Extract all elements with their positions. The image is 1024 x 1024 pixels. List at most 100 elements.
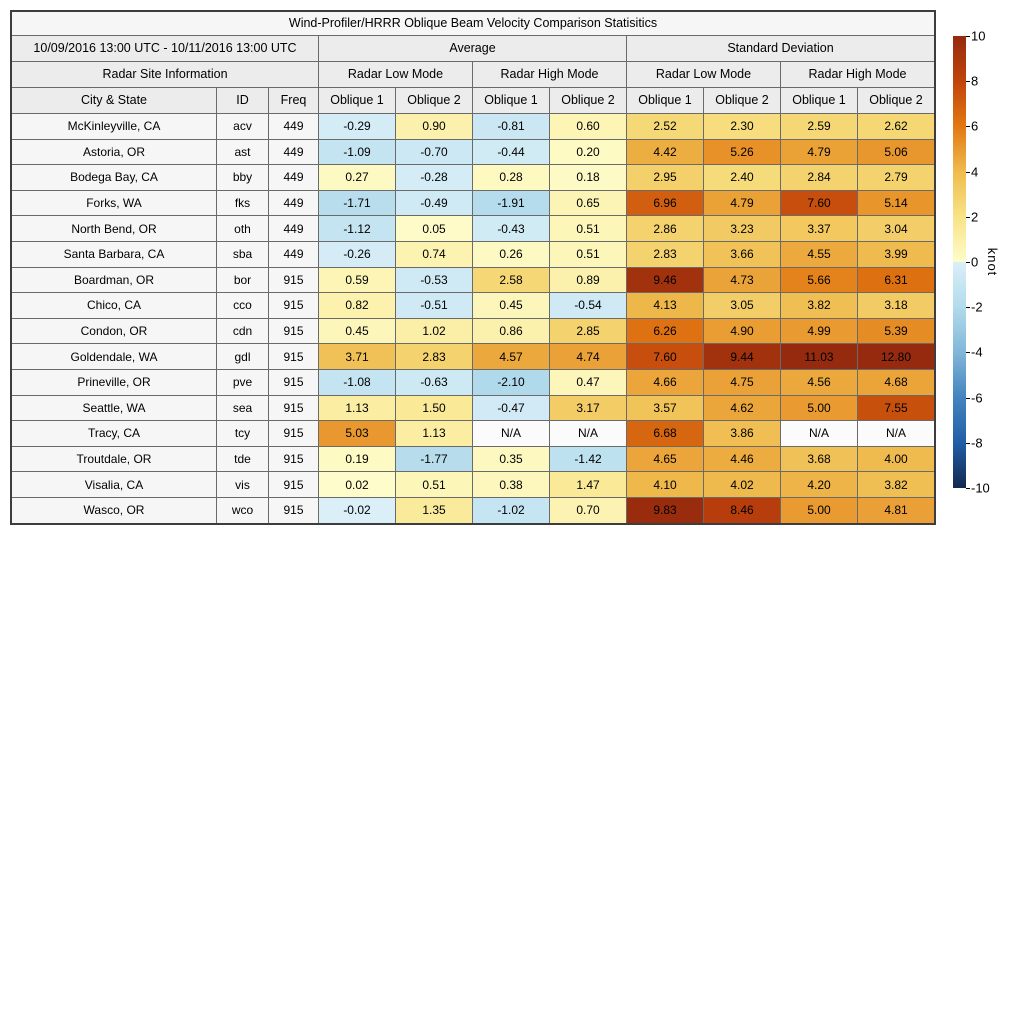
value-cell: 0.86 xyxy=(473,319,549,344)
value-cell: 1.13 xyxy=(396,421,472,446)
value-cell: 0.20 xyxy=(550,140,626,165)
freq-cell: 915 xyxy=(269,472,318,497)
value-cell: 2.84 xyxy=(781,165,857,190)
colorbar-tick-label: -6 xyxy=(971,391,983,404)
city-cell: Bodega Bay, CA xyxy=(12,165,216,190)
value-cell: -0.54 xyxy=(550,293,626,318)
value-cell: 0.19 xyxy=(319,447,395,472)
value-cell: 2.62 xyxy=(858,114,934,139)
colorbar-tick xyxy=(966,443,970,444)
freq-cell: 915 xyxy=(269,319,318,344)
column-header-oblique: Oblique 2 xyxy=(550,88,626,113)
value-cell: 3.57 xyxy=(627,396,703,421)
value-cell: -0.28 xyxy=(396,165,472,190)
value-cell: 12.80 xyxy=(858,344,934,369)
freq-cell: 449 xyxy=(269,165,318,190)
colorbar-tick-label: 8 xyxy=(971,75,978,88)
city-cell: Tracy, CA xyxy=(12,421,216,446)
freq-cell: 449 xyxy=(269,140,318,165)
id-cell: acv xyxy=(217,114,268,139)
value-cell: 0.60 xyxy=(550,114,626,139)
id-cell: wco xyxy=(217,498,268,523)
value-cell: 5.06 xyxy=(858,140,934,165)
value-cell: -0.47 xyxy=(473,396,549,421)
colorbar-tick xyxy=(966,398,970,399)
id-cell: bor xyxy=(217,268,268,293)
freq-cell: 915 xyxy=(269,268,318,293)
id-cell: sea xyxy=(217,396,268,421)
city-cell: Santa Barbara, CA xyxy=(12,242,216,267)
value-cell: 4.20 xyxy=(781,472,857,497)
city-cell: Seattle, WA xyxy=(12,396,216,421)
city-cell: Forks, WA xyxy=(12,191,216,216)
value-cell: -0.44 xyxy=(473,140,549,165)
value-cell: 2.40 xyxy=(704,165,780,190)
colorbar-tick xyxy=(966,172,970,173)
value-cell: 9.83 xyxy=(627,498,703,523)
value-cell: 0.89 xyxy=(550,268,626,293)
colorbar-tick xyxy=(966,352,970,353)
colorbar-tick-label: -2 xyxy=(971,301,983,314)
value-cell: 4.62 xyxy=(704,396,780,421)
column-header-city: City & State xyxy=(12,88,216,113)
value-cell: -0.29 xyxy=(319,114,395,139)
value-cell: 1.47 xyxy=(550,472,626,497)
value-cell: 4.66 xyxy=(627,370,703,395)
value-cell: 1.02 xyxy=(396,319,472,344)
value-cell: 4.00 xyxy=(858,447,934,472)
value-cell: 4.10 xyxy=(627,472,703,497)
value-cell: 0.26 xyxy=(473,242,549,267)
value-cell: 0.38 xyxy=(473,472,549,497)
colorbar-tick xyxy=(966,262,970,263)
value-cell: 2.52 xyxy=(627,114,703,139)
value-cell: 4.79 xyxy=(781,140,857,165)
value-cell: 4.65 xyxy=(627,447,703,472)
std-deviation-group-header: Standard Deviation xyxy=(627,36,934,61)
freq-cell: 915 xyxy=(269,447,318,472)
city-cell: Visalia, CA xyxy=(12,472,216,497)
value-cell: 5.00 xyxy=(781,498,857,523)
value-cell: -0.26 xyxy=(319,242,395,267)
value-cell: 4.74 xyxy=(550,344,626,369)
value-cell: 3.23 xyxy=(704,216,780,241)
id-cell: cco xyxy=(217,293,268,318)
id-cell: tde xyxy=(217,447,268,472)
value-cell: -1.71 xyxy=(319,191,395,216)
value-cell: 5.39 xyxy=(858,319,934,344)
colorbar-tick xyxy=(966,81,970,82)
value-cell: 4.81 xyxy=(858,498,934,523)
value-cell: 3.82 xyxy=(781,293,857,318)
value-cell: 4.56 xyxy=(781,370,857,395)
column-header-oblique: Oblique 2 xyxy=(396,88,472,113)
value-cell: 0.27 xyxy=(319,165,395,190)
city-cell: Astoria, OR xyxy=(12,140,216,165)
value-cell: 7.60 xyxy=(627,344,703,369)
id-cell: sba xyxy=(217,242,268,267)
colorbar-tick-label: 0 xyxy=(971,256,978,269)
value-cell: -1.91 xyxy=(473,191,549,216)
value-cell: 6.31 xyxy=(858,268,934,293)
mode-header-std-low: Radar Low Mode xyxy=(627,62,780,87)
value-cell: 1.50 xyxy=(396,396,472,421)
value-cell: 3.82 xyxy=(858,472,934,497)
freq-cell: 449 xyxy=(269,191,318,216)
value-cell: 4.42 xyxy=(627,140,703,165)
value-cell: 1.13 xyxy=(319,396,395,421)
value-cell: -0.70 xyxy=(396,140,472,165)
value-cell: 4.68 xyxy=(858,370,934,395)
value-cell: -0.02 xyxy=(319,498,395,523)
value-cell: 4.90 xyxy=(704,319,780,344)
city-cell: McKinleyville, CA xyxy=(12,114,216,139)
value-cell: 0.51 xyxy=(550,242,626,267)
value-cell: 4.46 xyxy=(704,447,780,472)
value-cell: 2.95 xyxy=(627,165,703,190)
value-cell: 11.03 xyxy=(781,344,857,369)
value-cell: 2.85 xyxy=(550,319,626,344)
value-cell: 5.00 xyxy=(781,396,857,421)
value-cell: 5.26 xyxy=(704,140,780,165)
column-header-oblique: Oblique 2 xyxy=(858,88,934,113)
id-cell: vis xyxy=(217,472,268,497)
column-header-oblique: Oblique 1 xyxy=(319,88,395,113)
freq-cell: 449 xyxy=(269,216,318,241)
value-cell: 0.90 xyxy=(396,114,472,139)
